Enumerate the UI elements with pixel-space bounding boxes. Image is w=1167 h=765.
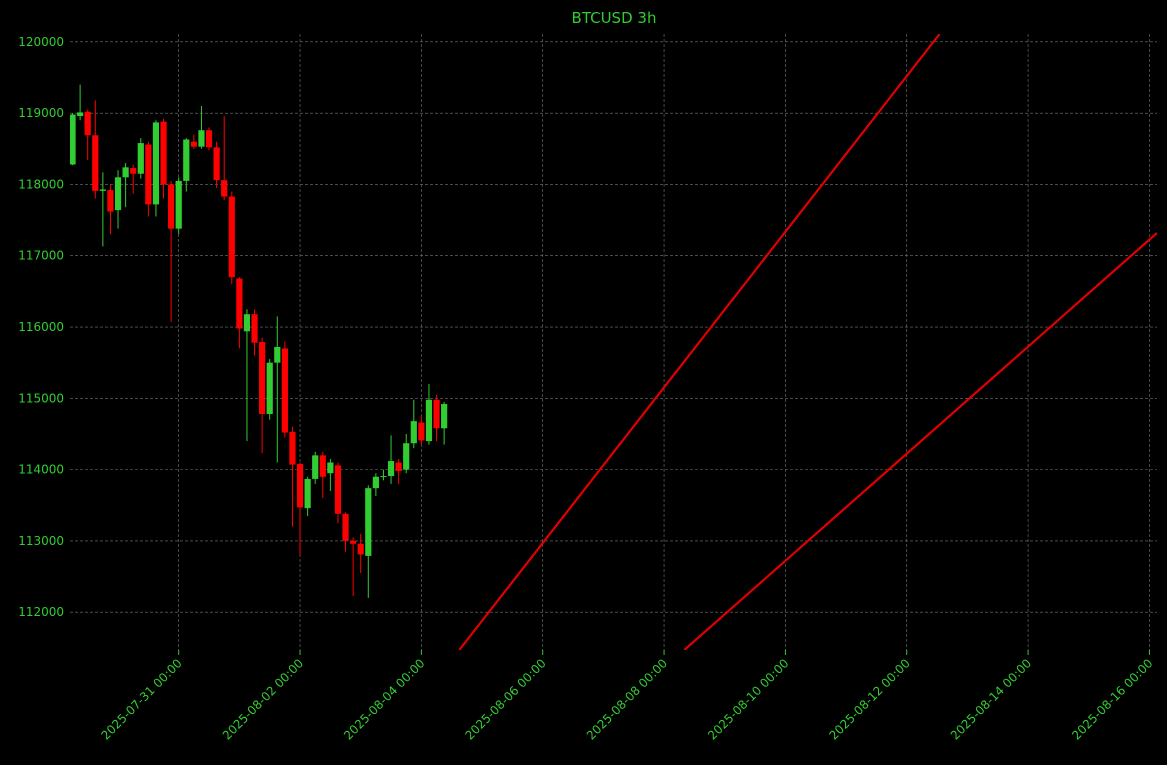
y-tick-label: 120000	[18, 35, 64, 49]
candle-body	[433, 399, 440, 429]
y-tick-label: 114000	[18, 463, 64, 477]
trend-line	[458, 34, 941, 650]
candle-body	[99, 189, 106, 191]
candle-body	[213, 147, 220, 181]
candle-body	[198, 130, 205, 147]
candle-body	[243, 314, 251, 332]
candle-body	[319, 455, 326, 477]
candle-body	[137, 143, 144, 174]
candle-body	[122, 167, 129, 178]
candle-body	[205, 130, 213, 148]
candle-body	[168, 184, 175, 229]
candle-body	[425, 399, 433, 442]
y-tick-label: 113000	[18, 534, 64, 548]
candle-body	[418, 422, 425, 441]
candle-body	[145, 144, 152, 205]
candle-body	[403, 443, 410, 470]
chart-title: BTCUSD 3h	[572, 9, 657, 27]
candle-body	[365, 488, 372, 556]
candle-body	[289, 431, 296, 465]
candle-body	[107, 190, 114, 212]
candle-body	[190, 141, 197, 147]
candle-body	[281, 348, 288, 433]
y-tick-label: 117000	[18, 249, 64, 263]
candle-body	[266, 362, 273, 415]
candle-body	[183, 139, 190, 181]
candle-body	[410, 421, 417, 444]
candle-body	[77, 112, 84, 116]
candle-body	[342, 513, 349, 541]
candle-body	[334, 465, 342, 514]
candle-body	[236, 278, 243, 329]
candle-body	[380, 476, 387, 478]
candle-body	[221, 180, 228, 197]
candle-body	[312, 455, 319, 479]
y-tick-label: 112000	[18, 605, 64, 619]
candle-body	[114, 177, 122, 211]
candle-body	[350, 540, 357, 544]
candle-body	[92, 135, 99, 191]
candle-body	[395, 462, 402, 472]
candle-body	[228, 196, 235, 278]
candle-body	[251, 314, 258, 343]
candle-body	[70, 114, 76, 165]
trend-line	[683, 232, 1157, 650]
candle-body	[304, 478, 311, 509]
y-tick-label: 115000	[18, 391, 64, 405]
plot-area	[70, 34, 1157, 650]
candle-body	[274, 346, 281, 363]
y-tick-label: 116000	[18, 320, 64, 334]
candle-body	[387, 461, 395, 477]
candle-body	[296, 463, 304, 508]
candle-body	[327, 462, 334, 474]
candle-body	[175, 180, 182, 229]
candle-body	[84, 111, 91, 136]
candle-body	[152, 122, 160, 205]
candle-body	[357, 543, 364, 555]
candle-body	[160, 121, 167, 185]
y-tick-label: 118000	[18, 177, 64, 191]
candle-body	[130, 168, 137, 174]
candle-body	[441, 404, 448, 429]
y-tick-label: 119000	[18, 106, 64, 120]
candle-body	[372, 476, 379, 489]
candle-body	[259, 342, 266, 415]
